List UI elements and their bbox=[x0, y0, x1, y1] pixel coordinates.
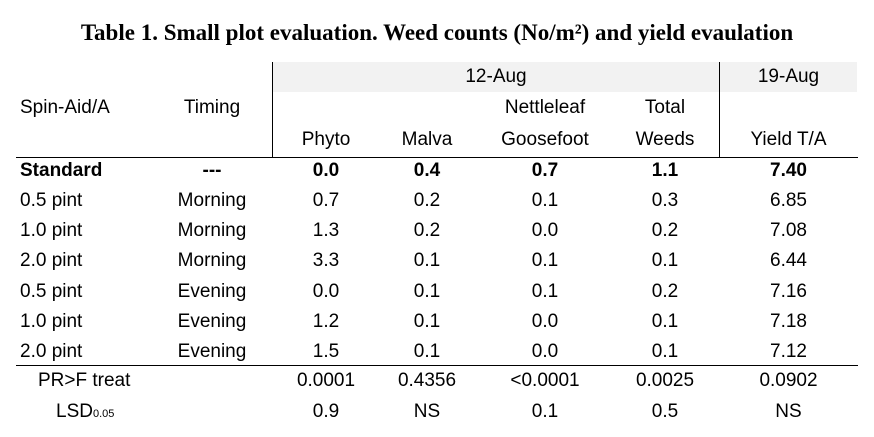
cell-total: 0.1 bbox=[651, 250, 679, 271]
row-timing: Morning bbox=[177, 220, 247, 241]
prf-label: PR>F treat bbox=[38, 370, 131, 391]
cell-phyto: 0.0 bbox=[312, 160, 340, 181]
cell-yield: 6.85 bbox=[770, 190, 807, 211]
col-header-malva: Malva bbox=[401, 129, 453, 150]
row-timing: Morning bbox=[177, 190, 247, 211]
col-header-goosefoot: Goosefoot bbox=[501, 129, 589, 150]
row-timing: Evening bbox=[177, 311, 247, 332]
cell-phyto: 3.3 bbox=[312, 250, 340, 271]
header-rule bbox=[16, 157, 858, 158]
row-label: 2.0 pint bbox=[20, 341, 83, 362]
row-label: Standard bbox=[20, 160, 103, 181]
row-label: 1.0 pint bbox=[20, 311, 83, 332]
lsd-yield: NS bbox=[775, 401, 802, 422]
cell-yield: 7.16 bbox=[770, 281, 807, 302]
cell-nettle: 0.7 bbox=[531, 160, 559, 181]
cell-nettle: 0.1 bbox=[531, 281, 559, 302]
cell-total: 0.2 bbox=[651, 281, 679, 302]
cell-total: 1.1 bbox=[651, 160, 679, 181]
lsd-label-subscript: 0.05 bbox=[92, 408, 115, 420]
cell-yield: 7.08 bbox=[770, 220, 807, 241]
cell-malva: 0.1 bbox=[413, 341, 441, 362]
cell-yield: 7.40 bbox=[770, 160, 807, 181]
row-timing: Evening bbox=[177, 341, 247, 362]
cell-yield: 7.18 bbox=[770, 311, 807, 332]
cell-nettle: 0.0 bbox=[531, 311, 559, 332]
cell-phyto: 1.2 bbox=[312, 311, 340, 332]
lsd-total: 0.5 bbox=[651, 401, 679, 422]
divider-left bbox=[272, 62, 273, 158]
date-header-19aug: 19-Aug bbox=[757, 66, 820, 87]
col-header-total: Total bbox=[644, 97, 686, 118]
row-label: 2.0 pint bbox=[20, 250, 83, 271]
table-title: Table 1. Small plot evaluation. Weed cou… bbox=[80, 20, 794, 45]
cell-nettle: 0.0 bbox=[531, 341, 559, 362]
prf-yield: 0.0902 bbox=[759, 370, 818, 391]
cell-total: 0.3 bbox=[651, 190, 679, 211]
cell-yield: 7.12 bbox=[770, 341, 807, 362]
cell-phyto: 0.0 bbox=[312, 281, 340, 302]
body-rule bbox=[16, 365, 858, 366]
lsd-label: LSD0.05 bbox=[56, 401, 114, 423]
cell-nettle: 0.0 bbox=[531, 220, 559, 241]
lsd-malva: NS bbox=[413, 401, 441, 422]
date-header-band-19aug bbox=[720, 62, 857, 92]
cell-nettle: 0.1 bbox=[531, 250, 559, 271]
cell-phyto: 0.7 bbox=[312, 190, 340, 211]
cell-malva: 0.1 bbox=[413, 281, 441, 302]
prf-phyto: 0.0001 bbox=[296, 370, 356, 391]
cell-total: 0.1 bbox=[651, 311, 679, 332]
cell-malva: 0.1 bbox=[413, 311, 441, 332]
row-timing: Evening bbox=[177, 281, 247, 302]
col-header-weeds: Weeds bbox=[635, 129, 695, 150]
date-header-12aug: 12-Aug bbox=[465, 66, 527, 87]
col-header-phyto: Phyto bbox=[301, 129, 351, 150]
row-label: 0.5 pint bbox=[20, 190, 83, 211]
cell-malva: 0.1 bbox=[413, 250, 441, 271]
lsd-nettle: 0.1 bbox=[531, 401, 559, 422]
cell-malva: 0.2 bbox=[413, 190, 441, 211]
row-timing: Morning bbox=[177, 250, 247, 271]
cell-yield: 6.44 bbox=[770, 250, 807, 271]
row-timing: --- bbox=[202, 160, 222, 181]
col-header-timing: Timing bbox=[183, 97, 241, 118]
cell-phyto: 1.5 bbox=[312, 341, 340, 362]
lsd-phyto: 0.9 bbox=[312, 401, 340, 422]
cell-malva: 0.4 bbox=[413, 160, 441, 181]
divider-right bbox=[719, 62, 720, 158]
row-label: 0.5 pint bbox=[20, 281, 83, 302]
cell-malva: 0.2 bbox=[413, 220, 441, 241]
prf-total: 0.0025 bbox=[635, 370, 695, 391]
lsd-label-text: LSD bbox=[56, 401, 93, 422]
row-label: 1.0 pint bbox=[20, 220, 83, 241]
cell-nettle: 0.1 bbox=[531, 190, 559, 211]
col-header-nettleleaf: Nettleleaf bbox=[504, 97, 586, 118]
col-header-yield: Yield T/A bbox=[750, 129, 827, 150]
cell-total: 0.2 bbox=[651, 220, 679, 241]
col-header-spin-aid: Spin-Aid/A bbox=[20, 97, 110, 118]
cell-total: 0.1 bbox=[651, 341, 679, 362]
cell-phyto: 1.3 bbox=[312, 220, 340, 241]
date-header-band-12aug bbox=[273, 62, 719, 92]
prf-nettle: <0.0001 bbox=[510, 370, 580, 391]
prf-malva: 0.4356 bbox=[397, 370, 457, 391]
